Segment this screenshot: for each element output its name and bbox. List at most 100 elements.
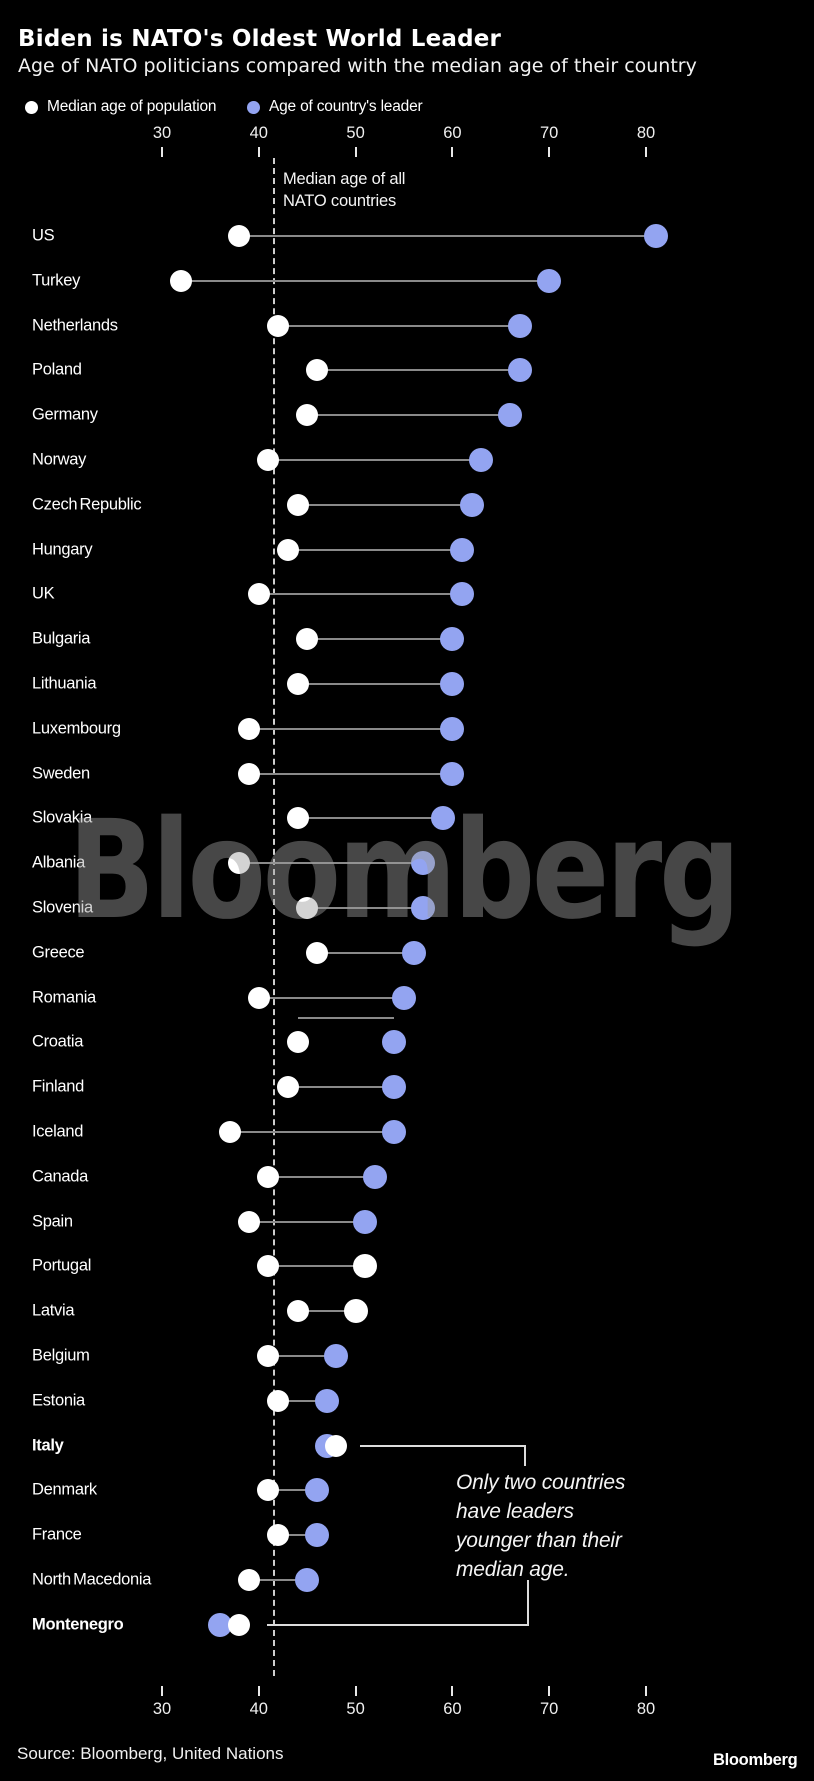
leader-dot (450, 537, 475, 562)
country-label: France (32, 1525, 82, 1544)
source-attribution: Source: Bloomberg, United Nations (17, 1744, 284, 1763)
dumbbell-connector (278, 324, 521, 327)
dumbbell-connector (297, 1310, 356, 1313)
dumbbell-connector (287, 548, 463, 551)
country-label: Canada (32, 1167, 88, 1186)
dumbbell-connector (307, 638, 453, 641)
leader-dot-icon (247, 100, 260, 114)
median-dot (267, 1524, 290, 1547)
axis-tick-bottom (645, 1686, 647, 1696)
axis-tick-label-top: 40 (249, 124, 268, 142)
bloomberg-logo: Bloomberg (713, 1751, 798, 1769)
legend-label-population: Median age of population (47, 98, 217, 115)
dumbbell-connector (181, 279, 550, 282)
nato-median-dashed-line (273, 158, 275, 1676)
median-dot (267, 1389, 290, 1412)
dumbbell-connector (268, 1265, 366, 1268)
median-dot (257, 1255, 280, 1278)
median-dot (170, 269, 193, 292)
country-label: Belgium (32, 1346, 90, 1365)
dumbbell-connector (297, 817, 443, 820)
median-dot (286, 807, 309, 830)
country-label: Poland (32, 360, 82, 379)
median-dot (247, 986, 270, 1009)
leader-dot (411, 896, 436, 920)
dumbbell-connector (316, 951, 414, 954)
axis-tick-bottom (354, 1686, 357, 1696)
axis-tick-top (645, 147, 647, 157)
legend-item-leader: Age of country's leader (247, 98, 423, 116)
dumbbell-connector (258, 593, 463, 596)
country-label: Turkey (32, 271, 81, 290)
leader-dot (382, 1030, 407, 1055)
axis-tick-label-bottom: 50 (346, 1700, 365, 1718)
dumbbell-connector (297, 1017, 395, 1020)
country-label: Iceland (32, 1122, 84, 1141)
country-label: Czech Republic (32, 495, 142, 514)
country-label: Netherlands (32, 316, 118, 335)
dumbbell-connector (249, 1220, 366, 1223)
chart-title: Biden is NATO's Oldest World Leader (18, 26, 502, 52)
median-dot (305, 359, 328, 382)
country-label: Italy (32, 1436, 64, 1455)
leader-dot (440, 716, 465, 741)
median-dot (238, 1569, 261, 1591)
legend-item-population: Median age of population (25, 98, 216, 116)
leader-dot (353, 1209, 378, 1234)
country-label: Lithuania (32, 674, 97, 693)
median-dot (296, 404, 319, 427)
dumbbell-connector (249, 1579, 308, 1581)
median-dot (257, 449, 280, 471)
leader-dot (304, 1478, 329, 1503)
axis-tick-label-top: 30 (152, 124, 172, 142)
median-dot (238, 1210, 261, 1233)
axis-tick-top (451, 147, 454, 157)
dumbbell-connector (239, 862, 424, 865)
leader-dot (382, 1075, 407, 1100)
axis-tick-label-top: 60 (443, 124, 462, 142)
dumbbell-connector (287, 1086, 395, 1089)
axis-tick-label-bottom: 60 (443, 1700, 462, 1718)
country-label: Greece (32, 943, 85, 962)
dumbbell-connector (229, 1131, 395, 1133)
axis-tick-top (548, 147, 551, 157)
country-label: Estonia (32, 1391, 85, 1410)
median-dot (228, 1613, 251, 1636)
dumbbell-connector (268, 459, 482, 461)
median-dot (218, 1121, 241, 1143)
country-label: UK (32, 584, 55, 603)
median-dot (257, 1165, 280, 1188)
leader-dot (392, 985, 416, 1010)
median-dot (247, 583, 270, 606)
country-label: Bulgaria (32, 629, 91, 648)
axis-tick-bottom (161, 1686, 163, 1696)
median-dot (305, 941, 328, 964)
leader-dot (440, 761, 465, 786)
leader-dot (362, 1164, 387, 1189)
leader-dot (411, 851, 436, 876)
country-label: Spain (32, 1212, 73, 1231)
median-dot (228, 225, 251, 247)
dumbbell-connector (297, 683, 453, 685)
axis-tick-label-top: 50 (346, 124, 365, 142)
median-dot (296, 628, 319, 651)
median-dot (286, 493, 309, 516)
country-label: North Macedonia (32, 1570, 152, 1589)
dumbbell-connector (297, 503, 472, 506)
leader-dot (304, 1523, 329, 1548)
leader-dot (353, 1254, 378, 1279)
dumbbell-connector (268, 1489, 317, 1492)
leader-dot (314, 1388, 339, 1413)
country-label: Romania (32, 988, 96, 1007)
median-dot (325, 1434, 348, 1457)
country-label: Latvia (32, 1301, 75, 1320)
leader-dot (295, 1568, 320, 1592)
median-dot (257, 1345, 280, 1367)
dumbbell-connector (278, 1534, 317, 1537)
axis-tick-label-bottom: 80 (636, 1700, 656, 1718)
callout-line-italy-vertical (524, 1445, 526, 1466)
median-dot (267, 314, 290, 337)
median-dot (257, 1479, 280, 1502)
country-label: Hungary (32, 540, 93, 559)
